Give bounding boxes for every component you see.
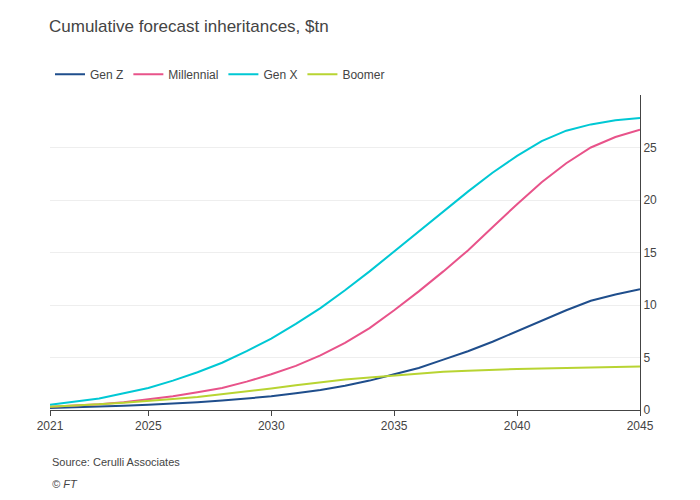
svg-text:15: 15 [643, 246, 657, 260]
svg-text:5: 5 [643, 351, 650, 365]
svg-text:© FT: © FT [52, 478, 78, 490]
svg-text:2045: 2045 [627, 419, 654, 433]
svg-text:Gen Z: Gen Z [90, 68, 123, 82]
svg-text:2040: 2040 [504, 419, 531, 433]
svg-text:Boomer: Boomer [342, 68, 384, 82]
svg-text:20: 20 [643, 193, 657, 207]
svg-text:2025: 2025 [135, 419, 162, 433]
svg-text:0: 0 [643, 403, 650, 417]
svg-text:2035: 2035 [381, 419, 408, 433]
svg-text:10: 10 [643, 298, 657, 312]
svg-text:Millennial: Millennial [168, 68, 218, 82]
svg-text:25: 25 [643, 141, 657, 155]
svg-text:Cumulative forecast inheritanc: Cumulative forecast inheritances, $tn [49, 17, 329, 36]
svg-text:2030: 2030 [258, 419, 285, 433]
svg-text:2021: 2021 [37, 419, 64, 433]
svg-text:Gen X: Gen X [263, 68, 297, 82]
svg-text:Source: Cerulli Associates: Source: Cerulli Associates [52, 456, 180, 468]
